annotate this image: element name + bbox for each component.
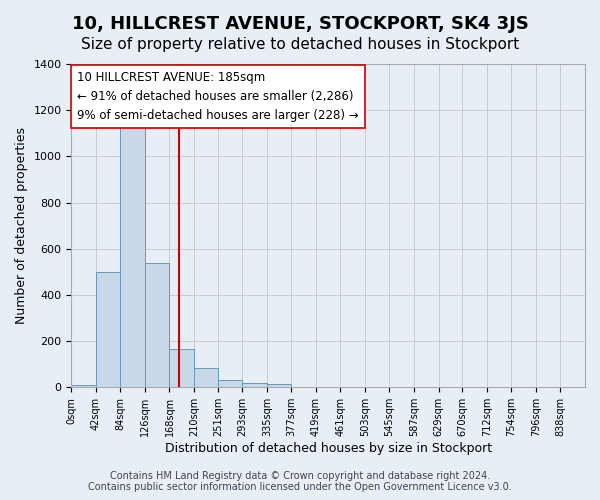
X-axis label: Distribution of detached houses by size in Stockport: Distribution of detached houses by size …	[164, 442, 492, 455]
Bar	[218, 380, 242, 388]
Bar	[121, 122, 145, 388]
Bar	[96, 272, 121, 388]
Text: Size of property relative to detached houses in Stockport: Size of property relative to detached ho…	[81, 38, 519, 52]
Text: 10 HILLCREST AVENUE: 185sqm
← 91% of detached houses are smaller (2,286)
9% of s: 10 HILLCREST AVENUE: 185sqm ← 91% of det…	[77, 71, 359, 122]
Bar	[194, 368, 218, 388]
Text: 10, HILLCREST AVENUE, STOCKPORT, SK4 3JS: 10, HILLCREST AVENUE, STOCKPORT, SK4 3JS	[71, 15, 529, 33]
Bar	[71, 385, 96, 388]
Bar	[145, 262, 169, 388]
Bar	[242, 382, 267, 388]
Text: Contains HM Land Registry data © Crown copyright and database right 2024.
Contai: Contains HM Land Registry data © Crown c…	[88, 471, 512, 492]
Y-axis label: Number of detached properties: Number of detached properties	[15, 127, 28, 324]
Bar	[169, 349, 194, 388]
Bar	[267, 384, 292, 388]
